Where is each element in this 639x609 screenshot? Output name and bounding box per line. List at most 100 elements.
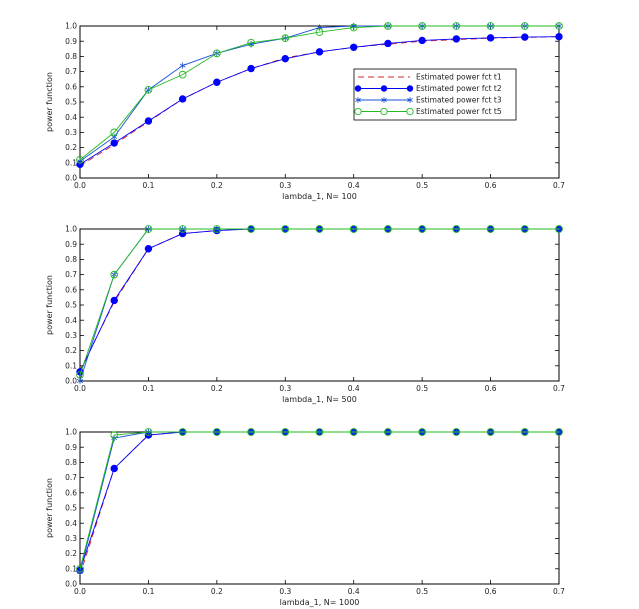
data-point [144,225,153,233]
data-point [418,428,426,436]
y-tick-label: 0.0 [65,377,77,386]
x-tick-label: 0.7 [553,587,565,596]
y-axis-label: power function [45,275,54,335]
legend-marker [380,85,388,92]
series-dashed [79,228,559,371]
legend-marker [406,107,414,116]
data-point [315,428,324,436]
data-point [179,62,186,69]
y-tick-label: 0.2 [65,549,77,558]
y-tick-label: 0.0 [65,580,77,589]
legend-label: Estimated power fct t1 [416,73,502,82]
legend-marker [381,97,387,103]
legend-entry: Estimated power fct t3 [355,96,502,105]
y-tick-label: 0.3 [65,128,77,137]
y-tick-label: 0.7 [65,473,77,482]
y-tick-label: 0.1 [65,361,77,370]
legend-entry: Estimated power fct t5 [354,107,502,116]
x-tick-label: 0.5 [416,587,428,596]
x-axis-label: lambda_1, N= 500 [282,395,357,404]
asterisk-stroke [179,63,186,68]
x-tick-label: 0.2 [211,181,223,190]
y-tick-label: 0.7 [65,270,77,279]
data-point [349,428,358,436]
x-tick-label: 0.3 [279,384,291,393]
y-tick-label: 0.0 [65,174,77,183]
y-tick-label: 0.9 [65,443,77,452]
y-tick-label: 0.8 [65,255,77,264]
data-point [315,48,324,56]
data-point [486,22,495,30]
data-point [77,377,83,385]
asterisk-stroke [381,98,387,102]
x-tick-label: 0.5 [416,384,428,393]
data-point [110,270,119,279]
y-tick-label: 0.3 [65,534,77,543]
y-tick-label: 0.1 [65,158,77,167]
y-tick-label: 0.8 [65,52,77,61]
x-tick-label: 0.3 [279,587,291,596]
y-tick-label: 0.3 [65,331,77,340]
series-line [79,431,559,569]
data-point [281,54,289,63]
data-point [213,428,221,436]
data-point [178,70,187,79]
data-point [281,428,290,436]
y-tick-label: 0.2 [65,143,77,152]
y-tick-label: 0.8 [65,458,77,467]
asterisk-stroke [111,135,118,139]
series-line [79,431,559,572]
series-asterisk [77,428,562,576]
y-tick-label: 0.5 [65,504,77,513]
data-point [144,117,153,125]
data-point [76,564,84,573]
plot-frame [79,228,560,382]
x-tick-label: 0.7 [553,384,565,393]
y-tick-label: 0.2 [65,346,77,355]
data-point [452,35,461,43]
data-point [110,139,118,147]
y-axis-label: power function [45,72,54,132]
series-line [79,431,559,576]
data-point [418,225,426,233]
data-point [452,22,461,30]
y-tick-label: 0.5 [65,301,77,310]
x-tick-label: 0.6 [485,384,497,393]
data-point [520,22,529,30]
data-point [281,34,290,43]
chart-panel-2: 0.0 0.1 0.2 0.3 0.4 0.5 0.6 0.7 0.8 0.9 1.0 0.0 0.1 0… [45,225,565,404]
x-tick-label: 0.6 [485,181,497,190]
y-tick-label: 1.0 [65,22,77,31]
y-tick-label: 0.7 [65,67,77,76]
data-point [110,128,119,137]
series-line [79,228,559,371]
data-point [247,428,255,436]
x-tick-label: 0.1 [142,181,154,190]
data-point [486,34,495,42]
x-tick-label: 0.2 [211,384,223,393]
x-tick-label: 0.1 [142,587,154,596]
legend: Estimated power fct t1 Estimated power fc… [353,68,517,121]
data-point [452,225,461,233]
data-point [384,39,392,48]
y-tick-label: 0.9 [65,240,77,249]
data-point [110,431,119,439]
x-tick-label: 0.7 [553,181,565,190]
legend-marker [354,85,362,92]
data-point [316,24,323,31]
data-point [110,296,118,305]
chart-panel-3: 0.0 0.1 0.2 0.3 0.4 0.5 0.6 0.7 0.8 0.9 1.0 0.0 0.1 0… [45,428,565,607]
data-point [315,28,324,36]
y-tick-label: 0.1 [65,564,77,573]
data-point [247,38,255,47]
y-tick-label: 1.0 [65,225,77,234]
y-tick-label: 0.9 [65,37,77,46]
x-tick-label: 0.0 [74,587,86,596]
data-point [349,225,358,233]
series-filled-circle [76,428,563,575]
data-point [521,33,529,41]
data-point [486,225,495,233]
series-line [79,228,559,376]
data-point [247,225,255,233]
